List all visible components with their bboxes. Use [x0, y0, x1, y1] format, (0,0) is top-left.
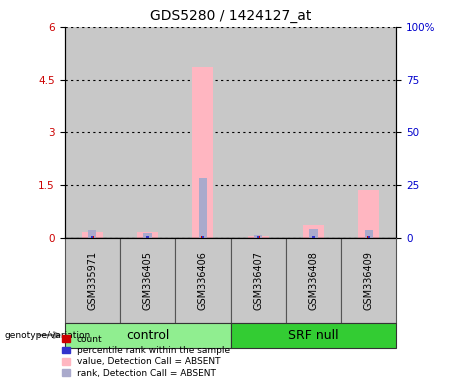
Bar — [230, 323, 396, 348]
Bar — [147, 236, 148, 238]
Text: genotype/variation: genotype/variation — [5, 331, 91, 339]
Text: GSM336408: GSM336408 — [308, 251, 319, 310]
Bar — [313, 236, 314, 238]
Bar — [120, 27, 175, 238]
Bar — [303, 225, 324, 238]
Bar — [341, 238, 396, 323]
Text: GSM335971: GSM335971 — [87, 251, 97, 310]
Legend: count, percentile rank within the sample, value, Detection Call = ABSENT, rank, : count, percentile rank within the sample… — [60, 333, 232, 379]
Title: GDS5280 / 1424127_at: GDS5280 / 1424127_at — [150, 9, 311, 23]
Bar — [65, 323, 230, 348]
Bar — [65, 238, 120, 323]
Bar — [312, 236, 315, 238]
Bar — [309, 229, 318, 238]
Bar — [257, 236, 259, 238]
Bar — [175, 27, 230, 238]
Bar — [367, 236, 371, 238]
Text: GSM336405: GSM336405 — [142, 251, 153, 310]
Bar — [365, 230, 373, 238]
Bar — [88, 230, 96, 238]
Bar — [368, 236, 370, 238]
Bar — [286, 27, 341, 238]
Bar — [230, 27, 286, 238]
Bar — [82, 232, 103, 238]
Bar — [358, 190, 379, 238]
Bar — [120, 238, 175, 323]
Bar — [341, 27, 396, 238]
Bar — [137, 232, 158, 238]
Bar — [256, 236, 260, 238]
Bar — [201, 236, 205, 238]
Bar — [146, 236, 149, 238]
Bar — [90, 236, 94, 238]
Text: GSM336406: GSM336406 — [198, 251, 208, 310]
Bar — [202, 236, 204, 238]
Bar — [254, 235, 262, 238]
Bar — [192, 67, 213, 238]
Bar — [175, 238, 230, 323]
Text: GSM336407: GSM336407 — [253, 251, 263, 310]
Text: control: control — [126, 329, 169, 341]
Bar — [230, 238, 286, 323]
Bar — [286, 238, 341, 323]
Text: GSM336409: GSM336409 — [364, 251, 374, 310]
Bar — [248, 236, 269, 238]
Bar — [91, 236, 93, 238]
Text: SRF null: SRF null — [288, 329, 339, 341]
Bar — [65, 27, 120, 238]
Bar — [143, 233, 152, 238]
Bar — [199, 177, 207, 238]
